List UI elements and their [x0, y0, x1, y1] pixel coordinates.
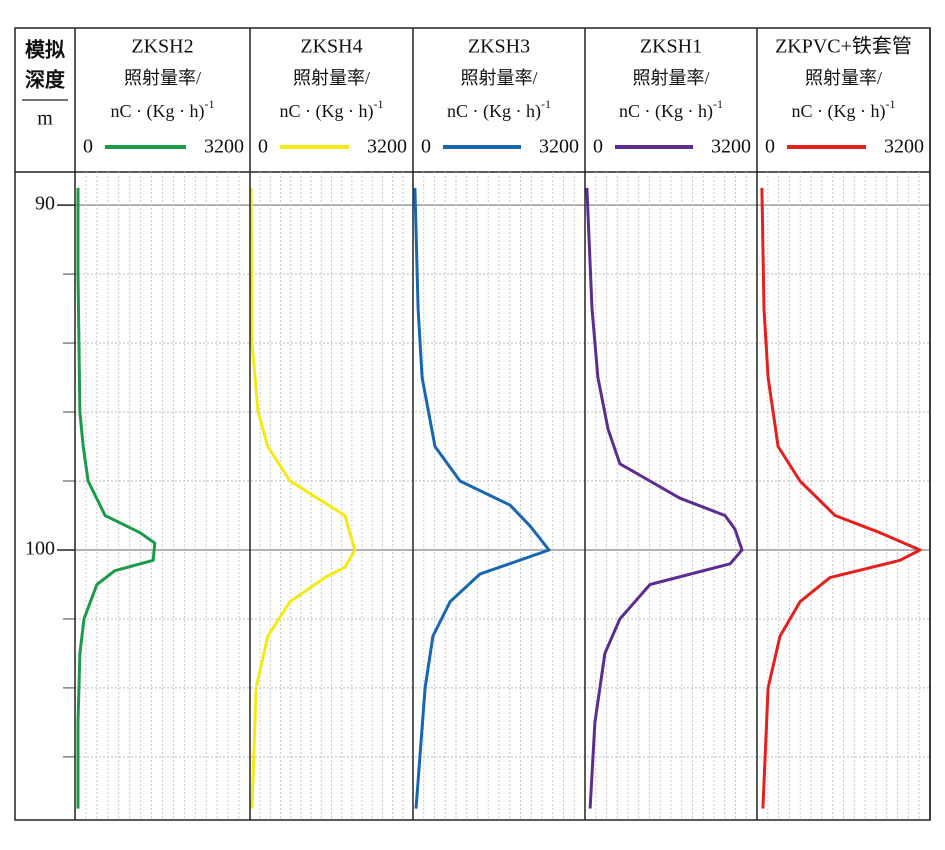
track-title: ZKSH3 [468, 36, 530, 58]
track-unit: nC · (Kg · h)-1 [792, 97, 896, 122]
x-tick-label: 3200 [884, 136, 924, 158]
track-unit: nC · (Kg · h)-1 [619, 97, 723, 122]
unit-exponent: -1 [713, 97, 723, 111]
depth-title: 深度 [25, 68, 66, 92]
track-subtitle: 照射量率/ [460, 68, 537, 88]
log-curve [76, 187, 157, 809]
y-tick-label: 100 [25, 538, 55, 560]
depth-unit: m [37, 108, 53, 130]
log-curve [249, 187, 357, 809]
unit-text: nC · (Kg · h) [619, 101, 713, 122]
x-tick-label: 3200 [539, 136, 579, 158]
y-tick-label: 90 [35, 193, 55, 215]
track-subtitle: 照射量率/ [124, 68, 201, 88]
unit-exponent: -1 [204, 97, 214, 111]
x-tick-label: 0 [83, 136, 93, 158]
log-curve [760, 187, 922, 809]
x-tick-label: 3200 [711, 136, 751, 158]
unit-text: nC · (Kg · h) [280, 101, 374, 122]
unit-exponent: -1 [885, 97, 895, 111]
x-tick-label: 3200 [204, 136, 244, 158]
unit-text: nC · (Kg · h) [792, 101, 886, 122]
x-tick-label: 0 [258, 136, 268, 158]
x-tick-label: 3200 [367, 136, 407, 158]
track-title: ZKSH1 [640, 36, 702, 58]
unit-text: nC · (Kg · h) [111, 101, 205, 122]
depth-title: 模拟 [25, 38, 65, 62]
track-unit: nC · (Kg · h)-1 [280, 97, 384, 122]
x-tick-label: 0 [765, 136, 775, 158]
unit-exponent: -1 [373, 97, 383, 111]
track-title: ZKSH4 [300, 36, 362, 58]
track-subtitle: 照射量率/ [805, 68, 882, 88]
track-subtitle: 照射量率/ [293, 68, 370, 88]
log-curve [413, 187, 551, 809]
x-tick-label: 0 [593, 136, 603, 158]
unit-text: nC · (Kg · h) [447, 101, 541, 122]
track-subtitle: 照射量率/ [632, 68, 709, 88]
track-title: ZKPVC+铁套管 [775, 35, 912, 58]
log-curve [585, 187, 744, 809]
track-title: ZKSH2 [131, 36, 193, 58]
track-unit: nC · (Kg · h)-1 [447, 97, 551, 122]
x-tick-label: 0 [421, 136, 431, 158]
track-unit: nC · (Kg · h)-1 [111, 97, 215, 122]
unit-exponent: -1 [541, 97, 551, 111]
